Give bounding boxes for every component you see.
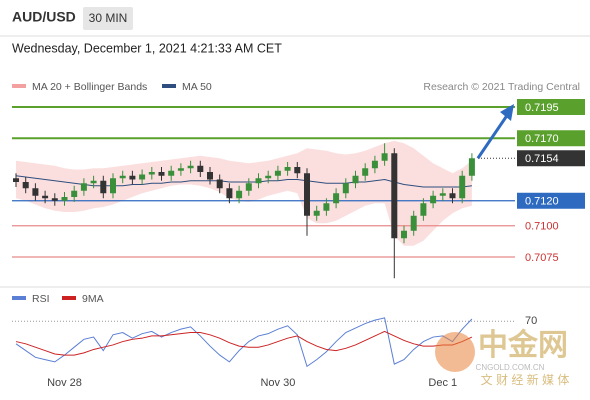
legend-swatch [12, 84, 26, 88]
candle-body [42, 195, 49, 199]
y-tick-label: 70 [525, 315, 537, 327]
candle-body [381, 153, 388, 161]
legend-swatch [12, 296, 26, 300]
candle-body [245, 183, 252, 191]
candle-body [110, 178, 116, 194]
credit: Research © 2021 Trading Central [423, 81, 580, 93]
candle-body [342, 183, 349, 194]
level-label: 0.7170 [525, 133, 559, 145]
candle-body [32, 188, 39, 196]
timeframe: 30 MIN [89, 11, 128, 25]
candle-body [226, 188, 233, 199]
x-tick-label: Nov 30 [260, 377, 295, 389]
candle-body [371, 160, 378, 169]
legend-label: 9MA [82, 293, 104, 305]
legend-label: RSI [32, 293, 50, 305]
candle-body [187, 165, 194, 169]
candle-body [333, 193, 340, 204]
series-line [15, 317, 473, 368]
level-label: 0.7075 [525, 252, 559, 264]
candle-body [255, 178, 262, 184]
candle-body [13, 178, 19, 182]
candle-body [129, 175, 136, 180]
watermark-tagline: 文 财 经 新 媒 体 [481, 372, 570, 387]
candle-body [177, 168, 184, 171]
candle-body [304, 173, 310, 216]
candle-body [51, 198, 58, 201]
candle-body [80, 183, 87, 191]
candle-body [468, 158, 475, 176]
watermark-site: CNGOLD.COM.CN [476, 363, 545, 372]
candle-body [294, 167, 301, 174]
candle-body [71, 190, 78, 197]
level-box [517, 99, 585, 115]
candle-body [352, 175, 359, 184]
bollinger-band [16, 140, 472, 246]
candle-body [236, 190, 243, 199]
level-label: 0.7100 [525, 221, 559, 233]
series-line [15, 330, 473, 356]
candle-body [449, 193, 456, 199]
level-box [517, 150, 585, 167]
candle-body [148, 172, 155, 175]
level-label: 0.7154 [525, 153, 559, 165]
candle-body [168, 170, 175, 176]
legend-label: MA 20 + Bollinger Bands [32, 81, 147, 93]
candle-body [401, 230, 407, 239]
candle-body [274, 170, 281, 176]
level-box [517, 192, 585, 209]
level-label: 0.7195 [525, 102, 559, 114]
level-box [517, 130, 585, 147]
candle-body [284, 167, 291, 171]
symbol: AUD/USD [12, 9, 76, 25]
arrow-head [500, 104, 514, 121]
watermark-logo [435, 332, 475, 372]
candle-body [323, 203, 330, 211]
candle-body [207, 172, 213, 180]
candle-body [459, 175, 466, 199]
candle-body [22, 182, 29, 189]
x-tick-label: Dec 1 [428, 377, 457, 389]
candle-body [439, 193, 446, 196]
candle-body [420, 203, 427, 216]
candle-body [100, 180, 107, 194]
legend-swatch [62, 296, 76, 300]
candle-body [430, 195, 437, 204]
candle-body [362, 168, 369, 176]
candle-body [197, 165, 204, 172]
date: Wednesday, December 1, 2021 4:21:33 AM C… [12, 41, 282, 55]
candle-body [313, 210, 320, 216]
candle-body [119, 175, 126, 179]
candle-body [265, 175, 272, 179]
candle-body [391, 153, 398, 239]
watermark-name: 中金网 [478, 328, 568, 362]
level-label: 0.7120 [525, 196, 559, 208]
timeframe-button[interactable] [83, 7, 133, 30]
candle-body [158, 172, 165, 176]
legend-label: MA 50 [182, 81, 212, 93]
candle-body [139, 174, 146, 180]
forecast-arrow [476, 113, 510, 160]
candle-body [90, 180, 97, 184]
candle-body [410, 215, 417, 231]
x-tick-label: Nov 28 [47, 377, 82, 389]
candle-body [216, 179, 223, 189]
legend-swatch [162, 84, 176, 88]
candle-body [61, 197, 68, 201]
